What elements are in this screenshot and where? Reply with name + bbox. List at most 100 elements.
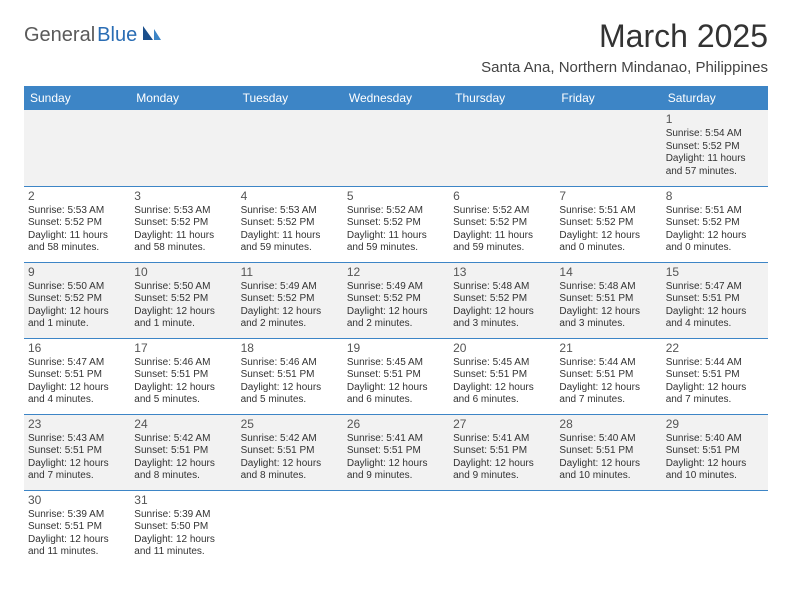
daylight-text: Daylight: 12 hours <box>347 306 445 319</box>
calendar-day-cell: 14Sunrise: 5:48 AMSunset: 5:51 PMDayligh… <box>555 262 661 338</box>
calendar-day-cell: 21Sunrise: 5:44 AMSunset: 5:51 PMDayligh… <box>555 338 661 414</box>
calendar-day-cell: 11Sunrise: 5:49 AMSunset: 5:52 PMDayligh… <box>237 262 343 338</box>
sunrise-text: Sunrise: 5:42 AM <box>241 433 339 446</box>
sunrise-text: Sunrise: 5:49 AM <box>347 281 445 294</box>
calendar-week-row: 16Sunrise: 5:47 AMSunset: 5:51 PMDayligh… <box>24 338 768 414</box>
calendar-day-cell: 9Sunrise: 5:50 AMSunset: 5:52 PMDaylight… <box>24 262 130 338</box>
daylight-text: Daylight: 12 hours <box>241 306 339 319</box>
sunset-text: Sunset: 5:52 PM <box>666 217 764 230</box>
calendar-week-row: 30Sunrise: 5:39 AMSunset: 5:51 PMDayligh… <box>24 490 768 566</box>
sunrise-text: Sunrise: 5:50 AM <box>134 281 232 294</box>
daylight-text: and 0 minutes. <box>559 242 657 255</box>
day-number: 19 <box>347 341 445 356</box>
sunset-text: Sunset: 5:52 PM <box>134 217 232 230</box>
day-number: 24 <box>134 417 232 432</box>
sunset-text: Sunset: 5:52 PM <box>453 293 551 306</box>
day-number: 31 <box>134 493 232 508</box>
daylight-text: Daylight: 12 hours <box>347 458 445 471</box>
daylight-text: Daylight: 12 hours <box>134 534 232 547</box>
calendar-day-cell: 24Sunrise: 5:42 AMSunset: 5:51 PMDayligh… <box>130 414 236 490</box>
daylight-text: and 59 minutes. <box>347 242 445 255</box>
daylight-text: Daylight: 12 hours <box>453 306 551 319</box>
daylight-text: and 7 minutes. <box>666 394 764 407</box>
calendar-empty-cell <box>555 490 661 566</box>
sunrise-text: Sunrise: 5:54 AM <box>666 128 764 141</box>
sunrise-text: Sunrise: 5:45 AM <box>453 357 551 370</box>
daylight-text: and 59 minutes. <box>241 242 339 255</box>
weekday-header: Sunday <box>24 86 130 110</box>
daylight-text: Daylight: 12 hours <box>666 306 764 319</box>
daylight-text: Daylight: 12 hours <box>666 230 764 243</box>
day-number: 3 <box>134 189 232 204</box>
sunset-text: Sunset: 5:51 PM <box>134 369 232 382</box>
daylight-text: and 9 minutes. <box>347 470 445 483</box>
sunrise-text: Sunrise: 5:48 AM <box>559 281 657 294</box>
daylight-text: and 57 minutes. <box>666 166 764 179</box>
calendar-day-cell: 8Sunrise: 5:51 AMSunset: 5:52 PMDaylight… <box>662 186 768 262</box>
logo: General Blue <box>24 24 163 47</box>
calendar-day-cell: 25Sunrise: 5:42 AMSunset: 5:51 PMDayligh… <box>237 414 343 490</box>
calendar-day-cell: 3Sunrise: 5:53 AMSunset: 5:52 PMDaylight… <box>130 186 236 262</box>
sunset-text: Sunset: 5:51 PM <box>134 445 232 458</box>
sunrise-text: Sunrise: 5:46 AM <box>134 357 232 370</box>
calendar-empty-cell <box>237 490 343 566</box>
daylight-text: Daylight: 12 hours <box>453 458 551 471</box>
daylight-text: and 7 minutes. <box>559 394 657 407</box>
calendar-day-cell: 10Sunrise: 5:50 AMSunset: 5:52 PMDayligh… <box>130 262 236 338</box>
sunset-text: Sunset: 5:50 PM <box>134 521 232 534</box>
daylight-text: Daylight: 11 hours <box>134 230 232 243</box>
daylight-text: and 3 minutes. <box>559 318 657 331</box>
day-number: 15 <box>666 265 764 280</box>
calendar-day-cell: 20Sunrise: 5:45 AMSunset: 5:51 PMDayligh… <box>449 338 555 414</box>
sunrise-text: Sunrise: 5:53 AM <box>241 205 339 218</box>
daylight-text: Daylight: 12 hours <box>666 458 764 471</box>
sunset-text: Sunset: 5:52 PM <box>241 217 339 230</box>
daylight-text: Daylight: 12 hours <box>28 382 126 395</box>
calendar-day-cell: 30Sunrise: 5:39 AMSunset: 5:51 PMDayligh… <box>24 490 130 566</box>
day-number: 10 <box>134 265 232 280</box>
sunset-text: Sunset: 5:51 PM <box>559 369 657 382</box>
daylight-text: and 11 minutes. <box>134 546 232 559</box>
calendar-day-cell: 6Sunrise: 5:52 AMSunset: 5:52 PMDaylight… <box>449 186 555 262</box>
sunrise-text: Sunrise: 5:49 AM <box>241 281 339 294</box>
daylight-text: Daylight: 11 hours <box>453 230 551 243</box>
daylight-text: and 10 minutes. <box>559 470 657 483</box>
day-number: 2 <box>28 189 126 204</box>
daylight-text: Daylight: 12 hours <box>28 458 126 471</box>
calendar-day-cell: 29Sunrise: 5:40 AMSunset: 5:51 PMDayligh… <box>662 414 768 490</box>
sunrise-text: Sunrise: 5:50 AM <box>28 281 126 294</box>
weekday-header: Tuesday <box>237 86 343 110</box>
daylight-text: Daylight: 12 hours <box>666 382 764 395</box>
sunset-text: Sunset: 5:52 PM <box>28 217 126 230</box>
title-block: March 2025 Santa Ana, Northern Mindanao,… <box>481 18 768 76</box>
daylight-text: Daylight: 12 hours <box>559 382 657 395</box>
day-number: 4 <box>241 189 339 204</box>
daylight-text: and 9 minutes. <box>453 470 551 483</box>
calendar-empty-cell <box>555 110 661 186</box>
daylight-text: Daylight: 12 hours <box>28 534 126 547</box>
sunset-text: Sunset: 5:51 PM <box>453 369 551 382</box>
sunset-text: Sunset: 5:51 PM <box>241 369 339 382</box>
daylight-text: Daylight: 12 hours <box>134 382 232 395</box>
sunset-text: Sunset: 5:51 PM <box>453 445 551 458</box>
day-number: 30 <box>28 493 126 508</box>
daylight-text: and 10 minutes. <box>666 470 764 483</box>
sunrise-text: Sunrise: 5:41 AM <box>347 433 445 446</box>
daylight-text: and 4 minutes. <box>666 318 764 331</box>
daylight-text: Daylight: 12 hours <box>241 458 339 471</box>
calendar-week-row: 1Sunrise: 5:54 AMSunset: 5:52 PMDaylight… <box>24 110 768 186</box>
daylight-text: and 58 minutes. <box>134 242 232 255</box>
daylight-text: and 0 minutes. <box>666 242 764 255</box>
sunrise-text: Sunrise: 5:42 AM <box>134 433 232 446</box>
sunset-text: Sunset: 5:52 PM <box>347 217 445 230</box>
day-number: 25 <box>241 417 339 432</box>
daylight-text: Daylight: 11 hours <box>241 230 339 243</box>
calendar-day-cell: 22Sunrise: 5:44 AMSunset: 5:51 PMDayligh… <box>662 338 768 414</box>
sunrise-text: Sunrise: 5:48 AM <box>453 281 551 294</box>
daylight-text: and 4 minutes. <box>28 394 126 407</box>
calendar-empty-cell <box>449 490 555 566</box>
daylight-text: and 1 minute. <box>28 318 126 331</box>
sunset-text: Sunset: 5:51 PM <box>666 369 764 382</box>
calendar-day-cell: 18Sunrise: 5:46 AMSunset: 5:51 PMDayligh… <box>237 338 343 414</box>
daylight-text: and 2 minutes. <box>241 318 339 331</box>
